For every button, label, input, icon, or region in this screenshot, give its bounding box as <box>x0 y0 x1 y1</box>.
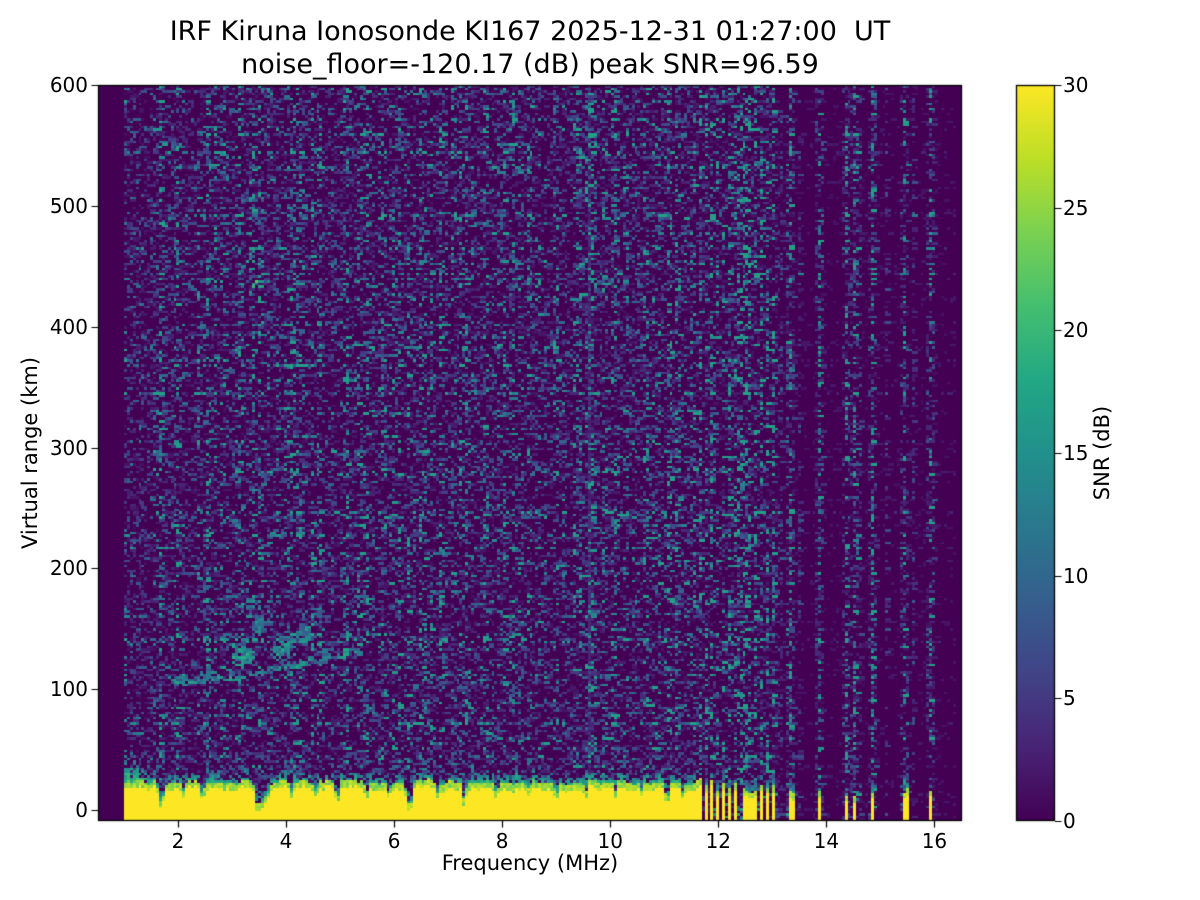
x-axis-label: Frequency (MHz) <box>441 851 619 875</box>
chart-title: IRF Kiruna Ionosonde KI167 2025-12-31 01… <box>169 16 891 47</box>
colorbar-tick-label: 30 <box>1063 73 1089 97</box>
x-tick-label: 4 <box>279 829 293 853</box>
colorbar-tick-label: 10 <box>1063 563 1089 588</box>
y-tick-label: 400 <box>49 314 88 339</box>
x-tick-label: 6 <box>387 829 401 853</box>
chart-subtitle: noise_floor=-120.17 (dB) peak SNR=96.59 <box>241 49 819 80</box>
x-tick-label: 12 <box>705 829 732 853</box>
x-tick-label: 2 <box>171 829 185 853</box>
colorbar-tick-label: 5 <box>1063 686 1076 711</box>
y-tick-label: 500 <box>49 193 88 218</box>
colorbar-tick-label: 25 <box>1063 195 1089 220</box>
x-tick-label: 10 <box>597 829 623 853</box>
colorbar-tick-label: 20 <box>1063 318 1089 343</box>
x-tick-label: 8 <box>495 829 509 853</box>
y-tick-label: 200 <box>49 556 88 581</box>
x-tick-label: 14 <box>813 829 840 853</box>
x-tick-label: 16 <box>921 829 948 853</box>
y-tick-label: 300 <box>49 435 88 460</box>
colorbar-tick-label: 0 <box>1063 809 1076 833</box>
y-tick-label: 600 <box>49 73 88 97</box>
y-tick-label: 100 <box>49 677 88 702</box>
colorbar-tick-label: 15 <box>1063 441 1089 465</box>
y-tick-label: 0 <box>75 798 88 823</box>
colorbar-label: SNR (dB) <box>1090 405 1114 501</box>
